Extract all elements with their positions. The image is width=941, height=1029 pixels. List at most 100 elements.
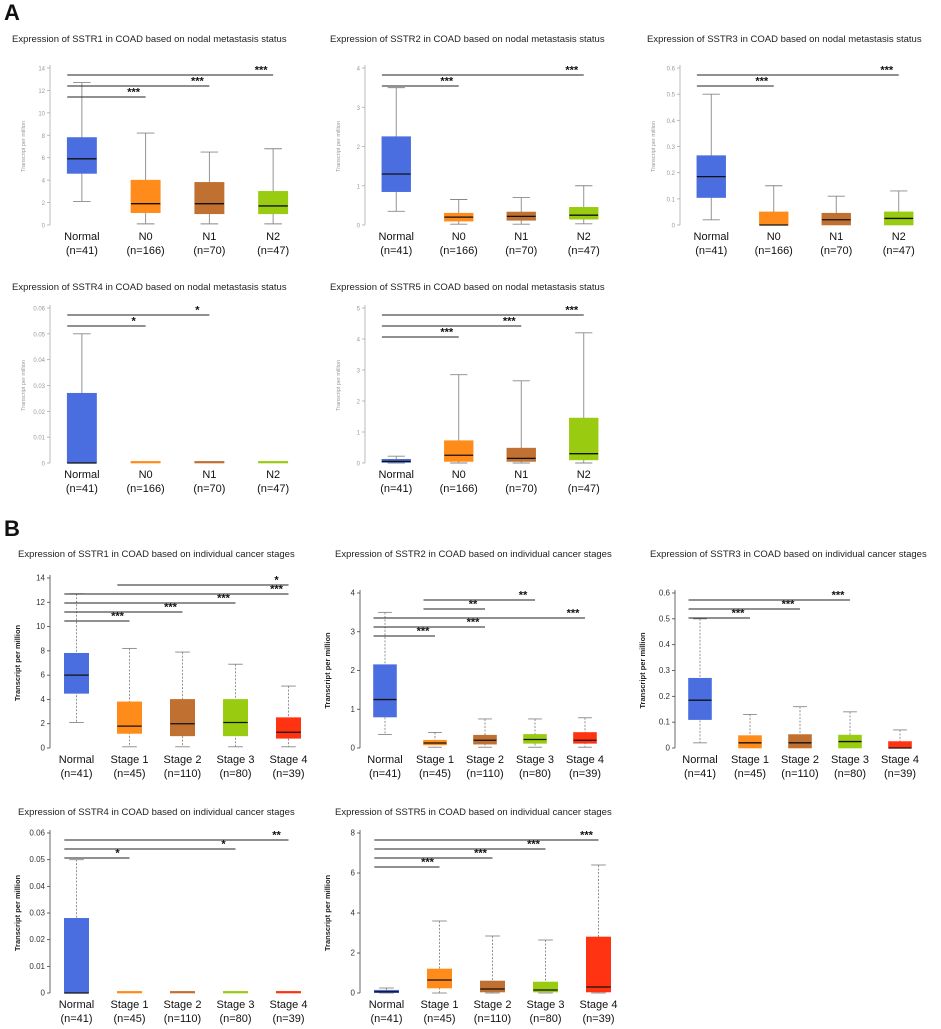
y-tick-label: 1 (357, 184, 361, 190)
box-5 (586, 936, 611, 993)
category-label: Normal (367, 754, 402, 766)
chart-title: Expression of SSTR4 in COAD based on ind… (18, 807, 295, 818)
significance-label: *** (111, 611, 125, 623)
y-tick-label: 0.05 (33, 332, 45, 338)
y-tick-label: 0 (672, 224, 676, 230)
chart-title: Expression of SSTR3 in COAD based on nod… (647, 34, 922, 45)
y-tick-label: 0.04 (33, 358, 45, 364)
chart-title: Expression of SSTR5 in COAD based on ind… (335, 807, 612, 818)
category-label: N2 (266, 231, 280, 243)
y-tick-label: 0.2 (667, 171, 676, 177)
box-1 (66, 392, 97, 464)
significance-label: * (131, 316, 136, 328)
y-tick-label: 10 (38, 111, 45, 117)
y-tick-label: 0.05 (29, 855, 45, 864)
count-label: (n=80) (219, 1013, 251, 1025)
count-label: (n=47) (257, 483, 289, 495)
y-tick-label: 2 (351, 666, 356, 675)
box-3 (170, 991, 195, 994)
box-4 (223, 699, 248, 737)
chart-9: Expression of SSTR4 in COAD based on ind… (13, 807, 307, 1025)
box-3 (821, 212, 851, 226)
box-3 (170, 699, 195, 737)
significance-label: *** (565, 305, 579, 317)
chart-3: Expression of SSTR3 in COAD based on nod… (647, 34, 922, 257)
chart-8: Expression of SSTR3 in COAD based on ind… (638, 549, 927, 780)
box-2 (130, 461, 161, 464)
y-tick-label: 0 (42, 224, 46, 230)
count-label: (n=70) (820, 245, 852, 257)
count-label: (n=80) (529, 1013, 561, 1025)
significance-label: *** (880, 65, 894, 77)
significance-label: *** (782, 599, 796, 611)
count-label: (n=166) (440, 483, 478, 495)
category-label: Stage 4 (270, 999, 308, 1011)
category-label: Normal (59, 999, 94, 1011)
chart-10: Expression of SSTR5 in COAD based on ind… (323, 807, 617, 1025)
count-label: (n=80) (834, 768, 866, 780)
box-5 (276, 717, 301, 739)
y-tick-label: 4 (351, 909, 356, 918)
count-label: (n=41) (369, 768, 401, 780)
y-tick-label: 14 (38, 67, 45, 73)
box-3 (480, 980, 505, 993)
count-label: (n=41) (380, 245, 412, 257)
category-label: N0 (452, 469, 466, 481)
count-label: (n=47) (883, 245, 915, 257)
category-label: Normal (379, 469, 414, 481)
y-tick-label: 0.4 (659, 640, 671, 649)
significance-label: *** (832, 590, 846, 602)
chart-title: Expression of SSTR5 in COAD based on nod… (330, 282, 605, 293)
significance-label: *** (270, 584, 284, 596)
category-label: N2 (577, 469, 591, 481)
significance-label: *** (527, 839, 541, 851)
box-4 (223, 991, 248, 994)
y-tick-label: 1 (351, 705, 356, 714)
category-label: Stage 4 (580, 999, 618, 1011)
count-label: (n=41) (380, 483, 412, 495)
y-tick-label: 6 (42, 156, 46, 162)
significance-label: *** (755, 76, 769, 88)
count-label: (n=70) (505, 245, 537, 257)
y-tick-label: 0.02 (33, 410, 45, 416)
y-axis-label: Transcript per million (651, 121, 657, 172)
count-label: (n=110) (781, 768, 818, 780)
count-label: (n=45) (113, 768, 145, 780)
significance-label: *** (503, 316, 517, 328)
count-label: (n=47) (568, 483, 600, 495)
category-label: Stage 2 (164, 999, 202, 1011)
box-2 (738, 735, 762, 749)
box-1 (66, 137, 97, 174)
y-tick-label: 0.03 (33, 384, 45, 390)
significance-label: *** (467, 617, 481, 629)
y-tick-label: 14 (36, 574, 45, 583)
y-axis-label: Transcript per million (336, 360, 342, 411)
y-tick-label: 3 (351, 627, 356, 636)
chart-title: Expression of SSTR1 in COAD based on nod… (12, 34, 287, 45)
category-label: Normal (369, 999, 404, 1011)
count-label: (n=47) (568, 245, 600, 257)
y-tick-label: 0.5 (667, 93, 676, 99)
significance-label: *** (567, 608, 581, 620)
y-tick-label: 0.6 (659, 589, 671, 598)
significance-label: *** (440, 327, 454, 339)
category-label: Stage 1 (111, 999, 149, 1011)
chart-2: Expression of SSTR2 in COAD based on nod… (330, 34, 605, 257)
count-label: (n=39) (884, 768, 916, 780)
count-label: (n=41) (60, 768, 92, 780)
significance-label: *** (164, 602, 178, 614)
count-label: (n=41) (695, 245, 727, 257)
significance-label: ** (469, 599, 478, 611)
y-tick-label: 0 (666, 744, 671, 753)
count-label: (n=70) (505, 483, 537, 495)
y-tick-label: 0.01 (29, 962, 45, 971)
count-label: (n=166) (127, 245, 165, 257)
count-label: (n=47) (257, 245, 289, 257)
category-label: N1 (514, 469, 528, 481)
count-label: (n=110) (474, 1013, 511, 1025)
y-tick-label: 0 (357, 462, 361, 468)
count-label: (n=110) (466, 768, 503, 780)
count-label: (n=41) (370, 1013, 402, 1025)
y-tick-label: 4 (357, 338, 361, 344)
box-1 (688, 677, 712, 720)
